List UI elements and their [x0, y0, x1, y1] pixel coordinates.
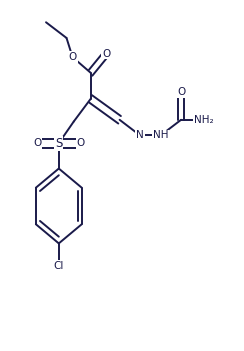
- Text: O: O: [102, 49, 111, 59]
- Text: S: S: [55, 137, 62, 150]
- Text: NH: NH: [153, 131, 168, 140]
- Text: O: O: [68, 52, 77, 62]
- Text: N: N: [136, 131, 144, 140]
- Text: NH₂: NH₂: [194, 115, 214, 125]
- Text: O: O: [76, 138, 85, 148]
- Text: O: O: [33, 138, 41, 148]
- Text: O: O: [177, 87, 185, 97]
- Text: Cl: Cl: [54, 261, 64, 271]
